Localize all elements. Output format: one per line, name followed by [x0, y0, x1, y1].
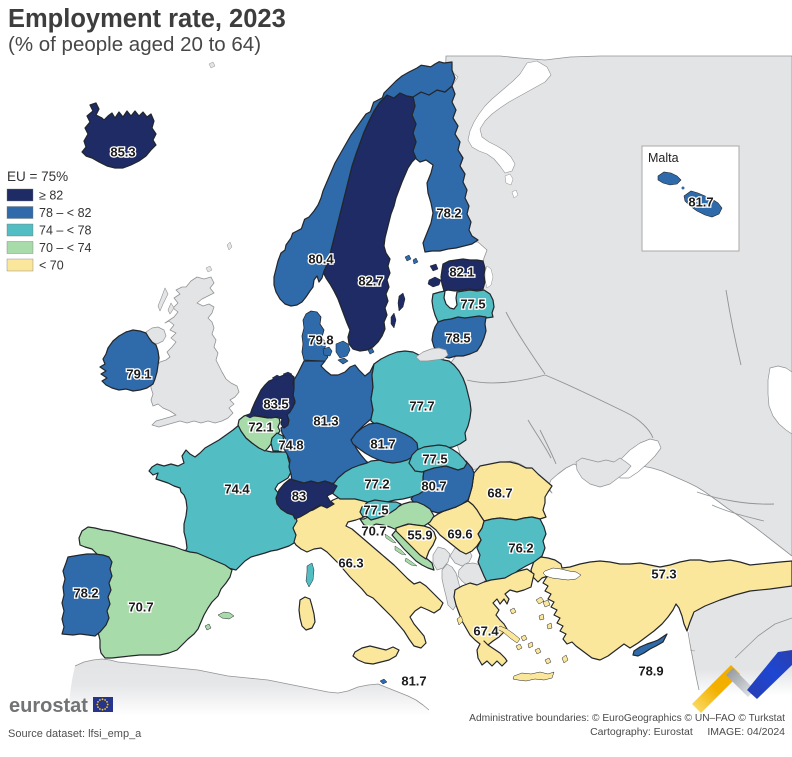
svg-text:< 70: < 70 — [39, 259, 64, 273]
svg-text:55.9: 55.9 — [407, 528, 432, 543]
svg-text:Source dataset: lfsi_emp_a: Source dataset: lfsi_emp_a — [8, 728, 142, 740]
svg-text:81.7: 81.7 — [401, 674, 426, 689]
svg-text:66.3: 66.3 — [338, 556, 363, 571]
svg-text:80.7: 80.7 — [421, 479, 446, 494]
svg-text:85.3: 85.3 — [110, 145, 135, 160]
svg-text:69.6: 69.6 — [447, 527, 472, 542]
svg-text:67.4: 67.4 — [473, 624, 499, 639]
svg-text:78.5: 78.5 — [445, 331, 470, 346]
svg-text:82.1: 82.1 — [449, 265, 474, 280]
svg-text:79.1: 79.1 — [126, 367, 151, 382]
svg-text:57.3: 57.3 — [651, 567, 676, 582]
svg-text:Employment rate, 2023: Employment rate, 2023 — [8, 5, 286, 33]
svg-text:77.7: 77.7 — [409, 399, 434, 414]
svg-text:72.1: 72.1 — [248, 420, 273, 435]
svg-text:Cartography: Eurostat IMAG: Cartography: Eurostat IMAGE: 04/2024 — [590, 726, 785, 738]
svg-text:77.5: 77.5 — [363, 503, 388, 518]
svg-text:70.7: 70.7 — [128, 600, 153, 615]
svg-text:Malta: Malta — [648, 151, 679, 165]
svg-text:70.7: 70.7 — [361, 524, 386, 539]
svg-text:68.7: 68.7 — [487, 486, 512, 501]
svg-text:79.8: 79.8 — [308, 333, 333, 348]
svg-text:83: 83 — [292, 489, 306, 504]
svg-text:80.4: 80.4 — [308, 252, 334, 267]
svg-text:77.5: 77.5 — [460, 297, 485, 312]
svg-text:74.8: 74.8 — [278, 438, 303, 453]
svg-text:70 – < 74: 70 – < 74 — [39, 241, 92, 255]
svg-text:81.3: 81.3 — [313, 414, 338, 429]
svg-text:82.7: 82.7 — [358, 274, 383, 289]
svg-text:78.9: 78.9 — [638, 664, 663, 679]
svg-text:76.2: 76.2 — [508, 541, 533, 556]
svg-text:EU = 75%: EU = 75% — [7, 169, 68, 184]
svg-text:74.4: 74.4 — [224, 482, 250, 497]
svg-text:78 – < 82: 78 – < 82 — [39, 206, 92, 220]
svg-text:74 – < 78: 74 – < 78 — [39, 224, 92, 238]
svg-text:81.7: 81.7 — [370, 437, 395, 452]
svg-text:Administrative boundaries: © E: Administrative boundaries: © EuroGeograp… — [469, 713, 785, 724]
svg-text:78.2: 78.2 — [436, 206, 461, 221]
svg-text:77.2: 77.2 — [364, 477, 389, 492]
svg-text:77.5: 77.5 — [422, 452, 447, 467]
svg-text:81.7: 81.7 — [688, 195, 713, 210]
svg-text:≥ 82: ≥ 82 — [39, 189, 63, 203]
svg-text:83.5: 83.5 — [263, 397, 288, 412]
svg-text:78.2: 78.2 — [73, 586, 98, 601]
svg-text:eurostat: eurostat — [9, 695, 88, 717]
svg-text:(% of people aged 20 to 64): (% of people aged 20 to 64) — [8, 33, 261, 56]
